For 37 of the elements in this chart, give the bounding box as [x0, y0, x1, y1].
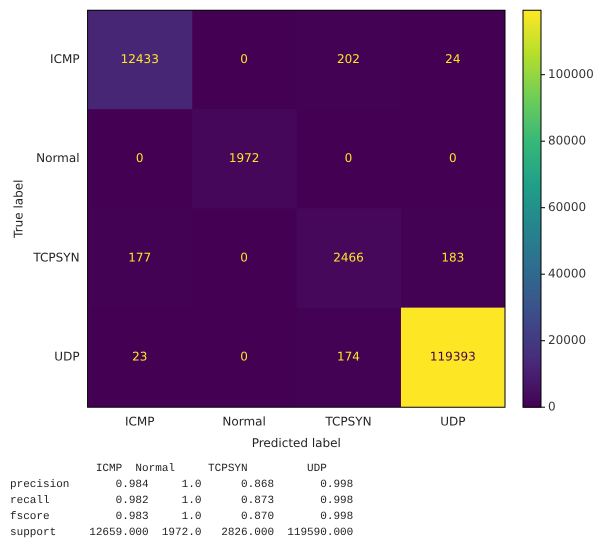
- x-tick-label: TCPSYN: [324, 414, 372, 429]
- data-label: 1972: [228, 151, 260, 166]
- data-label: 12433: [120, 52, 159, 66]
- y-tick-label: Normal: [36, 151, 80, 166]
- y-tick-label: ICMP: [50, 52, 80, 66]
- text: ICMP Normal TCPSYN UDP: [94, 462, 328, 477]
- data-label: 2466: [333, 250, 364, 264]
- data-label: 0: [240, 250, 248, 264]
- color-bar-label: 20000: [548, 332, 586, 347]
- y-axis-title: True label: [11, 180, 26, 239]
- data-label: 0: [240, 52, 248, 66]
- data-label: 183: [441, 250, 464, 264]
- data-label: 0: [344, 151, 352, 166]
- text: precision 0.984 1.0 0.868 0.998: [10, 478, 354, 493]
- color-bar-label: 40000: [548, 266, 586, 280]
- data-label: 174: [337, 350, 360, 364]
- y-tick-label: TCPSYN: [32, 250, 80, 264]
- data-label: 24: [445, 52, 460, 66]
- data-label: 119393: [430, 350, 476, 364]
- text: fscore 0.983 1.0 0.870 0.998: [10, 510, 354, 525]
- data-label: 23: [132, 350, 148, 364]
- data-label: 0: [449, 151, 457, 166]
- y-tick-label: UDP: [54, 350, 80, 364]
- color-bar-label: 60000: [548, 200, 586, 214]
- data-label: 177: [128, 250, 152, 264]
- x-tick-label: ICMP: [124, 414, 155, 429]
- color-bar-label: 100000: [548, 66, 594, 81]
- x-axis-title: Predicted label: [252, 436, 341, 450]
- color-bar-label: 80000: [548, 133, 586, 148]
- data-label: 0: [240, 350, 248, 364]
- color-bar-label: 0: [548, 399, 556, 414]
- text: support 12659.000 1972.0 2826.000 119590.000: [10, 526, 354, 541]
- data-label: 202: [337, 52, 360, 66]
- text: recall 0.982 1.0 0.873 0.998: [10, 494, 354, 509]
- x-tick-label: Normal: [222, 414, 266, 429]
- data-label: 0: [136, 151, 144, 166]
- x-tick-label: UDP: [440, 414, 466, 429]
